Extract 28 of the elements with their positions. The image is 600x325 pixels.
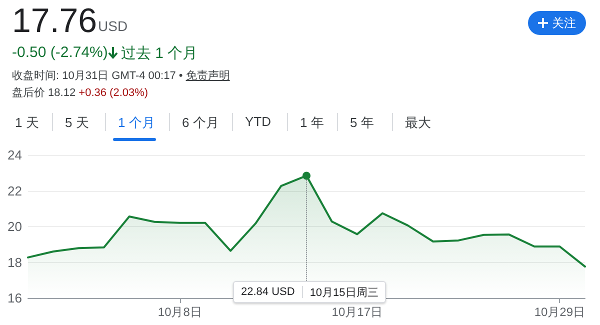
annotation: 22.84 USD [234, 286, 303, 298]
y-tick-label: 24 [8, 148, 22, 162]
y-tick-label: 22 [8, 183, 22, 198]
text: 5 年 [350, 114, 374, 132]
text: 6 个月 [182, 114, 219, 132]
y-tick-label: 20 [8, 219, 22, 234]
text: 1 天 [15, 114, 39, 132]
x-tick-label: 10月8日 [158, 305, 202, 319]
text: 5 天 [65, 114, 89, 132]
x-tick-label: 10月17日 [332, 305, 382, 319]
annotation: 10月15日周三 [308, 286, 380, 300]
text: 1 个月 [118, 114, 155, 132]
tooltip-box: 22.84 USD 10月15日周三 [233, 281, 386, 303]
text: 盘后价 18.12 [12, 87, 76, 99]
text: 过去 1 个月 [121, 44, 198, 63]
y-tick-label: 18 [8, 254, 22, 270]
text: YTD [245, 114, 271, 129]
text: 17.76 [12, 2, 98, 41]
text: 1 年 [300, 114, 324, 132]
text: -0.50 (-2.74%) [12, 44, 108, 61]
text: 收盘时间: 10月31日 GMT-4 00:17 • [12, 70, 183, 82]
y-tick-label: 16 [8, 290, 22, 306]
text: +0.36 (2.03%) [78, 87, 148, 99]
text: 最大 [405, 114, 431, 132]
text: 关注 [552, 14, 576, 32]
x-tick-label: 10月29日 [534, 305, 586, 319]
text: USD [98, 18, 128, 34]
text: 免责声明 [186, 70, 230, 82]
